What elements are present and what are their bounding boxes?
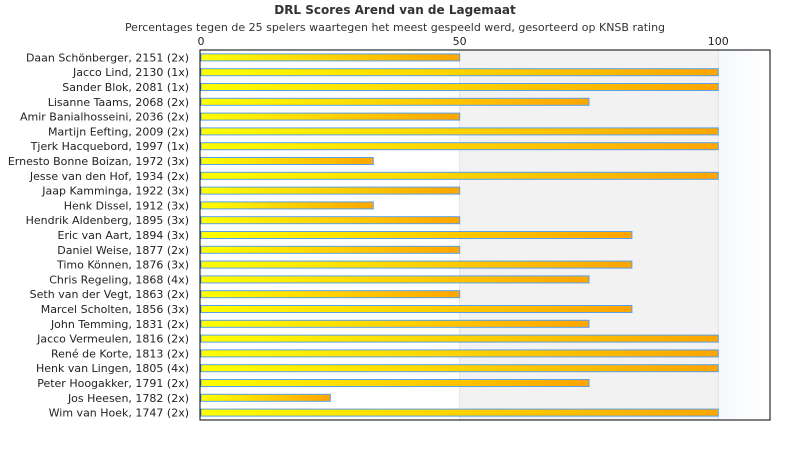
bar <box>200 319 590 328</box>
chart-title: DRL Scores Arend van de Lagemaat <box>274 3 516 17</box>
bar <box>200 334 719 343</box>
y-tick-label: Amir Banialhosseini, 2036 (2x) <box>20 111 189 124</box>
y-tick-label: Ernesto Bonne Boizan, 1972 (3x) <box>8 155 189 168</box>
y-tick-label: Tjerk Hacquebord, 1997 (1x) <box>30 140 189 153</box>
bar <box>200 68 719 77</box>
bar <box>200 171 719 180</box>
y-tick-label: Henk van Lingen, 1805 (4x) <box>36 362 189 375</box>
x-tick-label: 50 <box>453 35 467 48</box>
y-tick-label: Timo Können, 1876 (3x) <box>56 259 189 272</box>
bar <box>200 393 331 402</box>
y-tick-label: Peter Hoogakker, 1791 (2x) <box>37 377 189 390</box>
bar <box>200 290 461 299</box>
y-tick-label: Daan Schönberger, 2151 (2x) <box>26 51 189 64</box>
y-tick-label: Wim van Hoek, 1747 (2x) <box>49 407 189 420</box>
y-tick-label: Jaap Kamminga, 1922 (3x) <box>41 185 189 198</box>
y-tick-label: Martijn Eefting, 2009 (2x) <box>48 125 189 138</box>
bar <box>200 305 633 313</box>
plot-frame <box>199 49 771 421</box>
bar <box>200 83 719 91</box>
y-tick-label: Daniel Weise, 1877 (2x) <box>57 244 189 257</box>
bar <box>200 216 461 225</box>
x-tick-label: 100 <box>708 35 729 48</box>
bar <box>200 53 461 62</box>
bar <box>200 142 719 151</box>
y-tick-label: Chris Regeling, 1868 (4x) <box>49 273 189 286</box>
y-tick-label: Eric van Aart, 1894 (3x) <box>58 229 189 242</box>
x-tick-label: 0 <box>198 35 205 48</box>
y-tick-label: Seth van der Vegt, 1863 (2x) <box>30 288 189 301</box>
y-tick-label: Henk Dissel, 1912 (3x) <box>64 199 189 212</box>
y-tick-label: Jos Heesen, 1782 (2x) <box>67 392 189 405</box>
band-100-plus <box>718 50 770 420</box>
y-tick-label: Jacco Vermeulen, 1816 (2x) <box>36 333 189 346</box>
bar <box>200 408 719 417</box>
bar <box>200 186 461 195</box>
bar <box>200 127 719 136</box>
bar <box>200 364 719 373</box>
chart-subtitle: Percentages tegen de 25 spelers waartege… <box>124 21 666 34</box>
y-tick-label: John Temming, 1831 (2x) <box>50 318 189 331</box>
y-tick-label: Jesse van den Hof, 1934 (2x) <box>29 170 189 183</box>
y-tick-label: Sander Blok, 2081 (1x) <box>62 81 189 94</box>
bar <box>200 245 461 254</box>
y-tick-label: Jacco Lind, 2130 (1x) <box>72 66 189 79</box>
bar <box>200 379 590 387</box>
bar <box>200 201 374 210</box>
bar <box>200 157 374 165</box>
y-tick-label: Marcel Scholten, 1856 (3x) <box>41 303 189 316</box>
y-tick-label: René de Korte, 1813 (2x) <box>51 347 189 360</box>
bar <box>200 349 719 358</box>
bar <box>200 97 590 106</box>
y-tick-label: Hendrik Aldenberg, 1895 (3x) <box>26 214 189 227</box>
bar <box>200 260 633 269</box>
bar <box>200 231 633 239</box>
y-tick-label: Lisanne Taams, 2068 (2x) <box>48 96 189 109</box>
bar <box>200 275 590 284</box>
bar <box>200 112 461 121</box>
